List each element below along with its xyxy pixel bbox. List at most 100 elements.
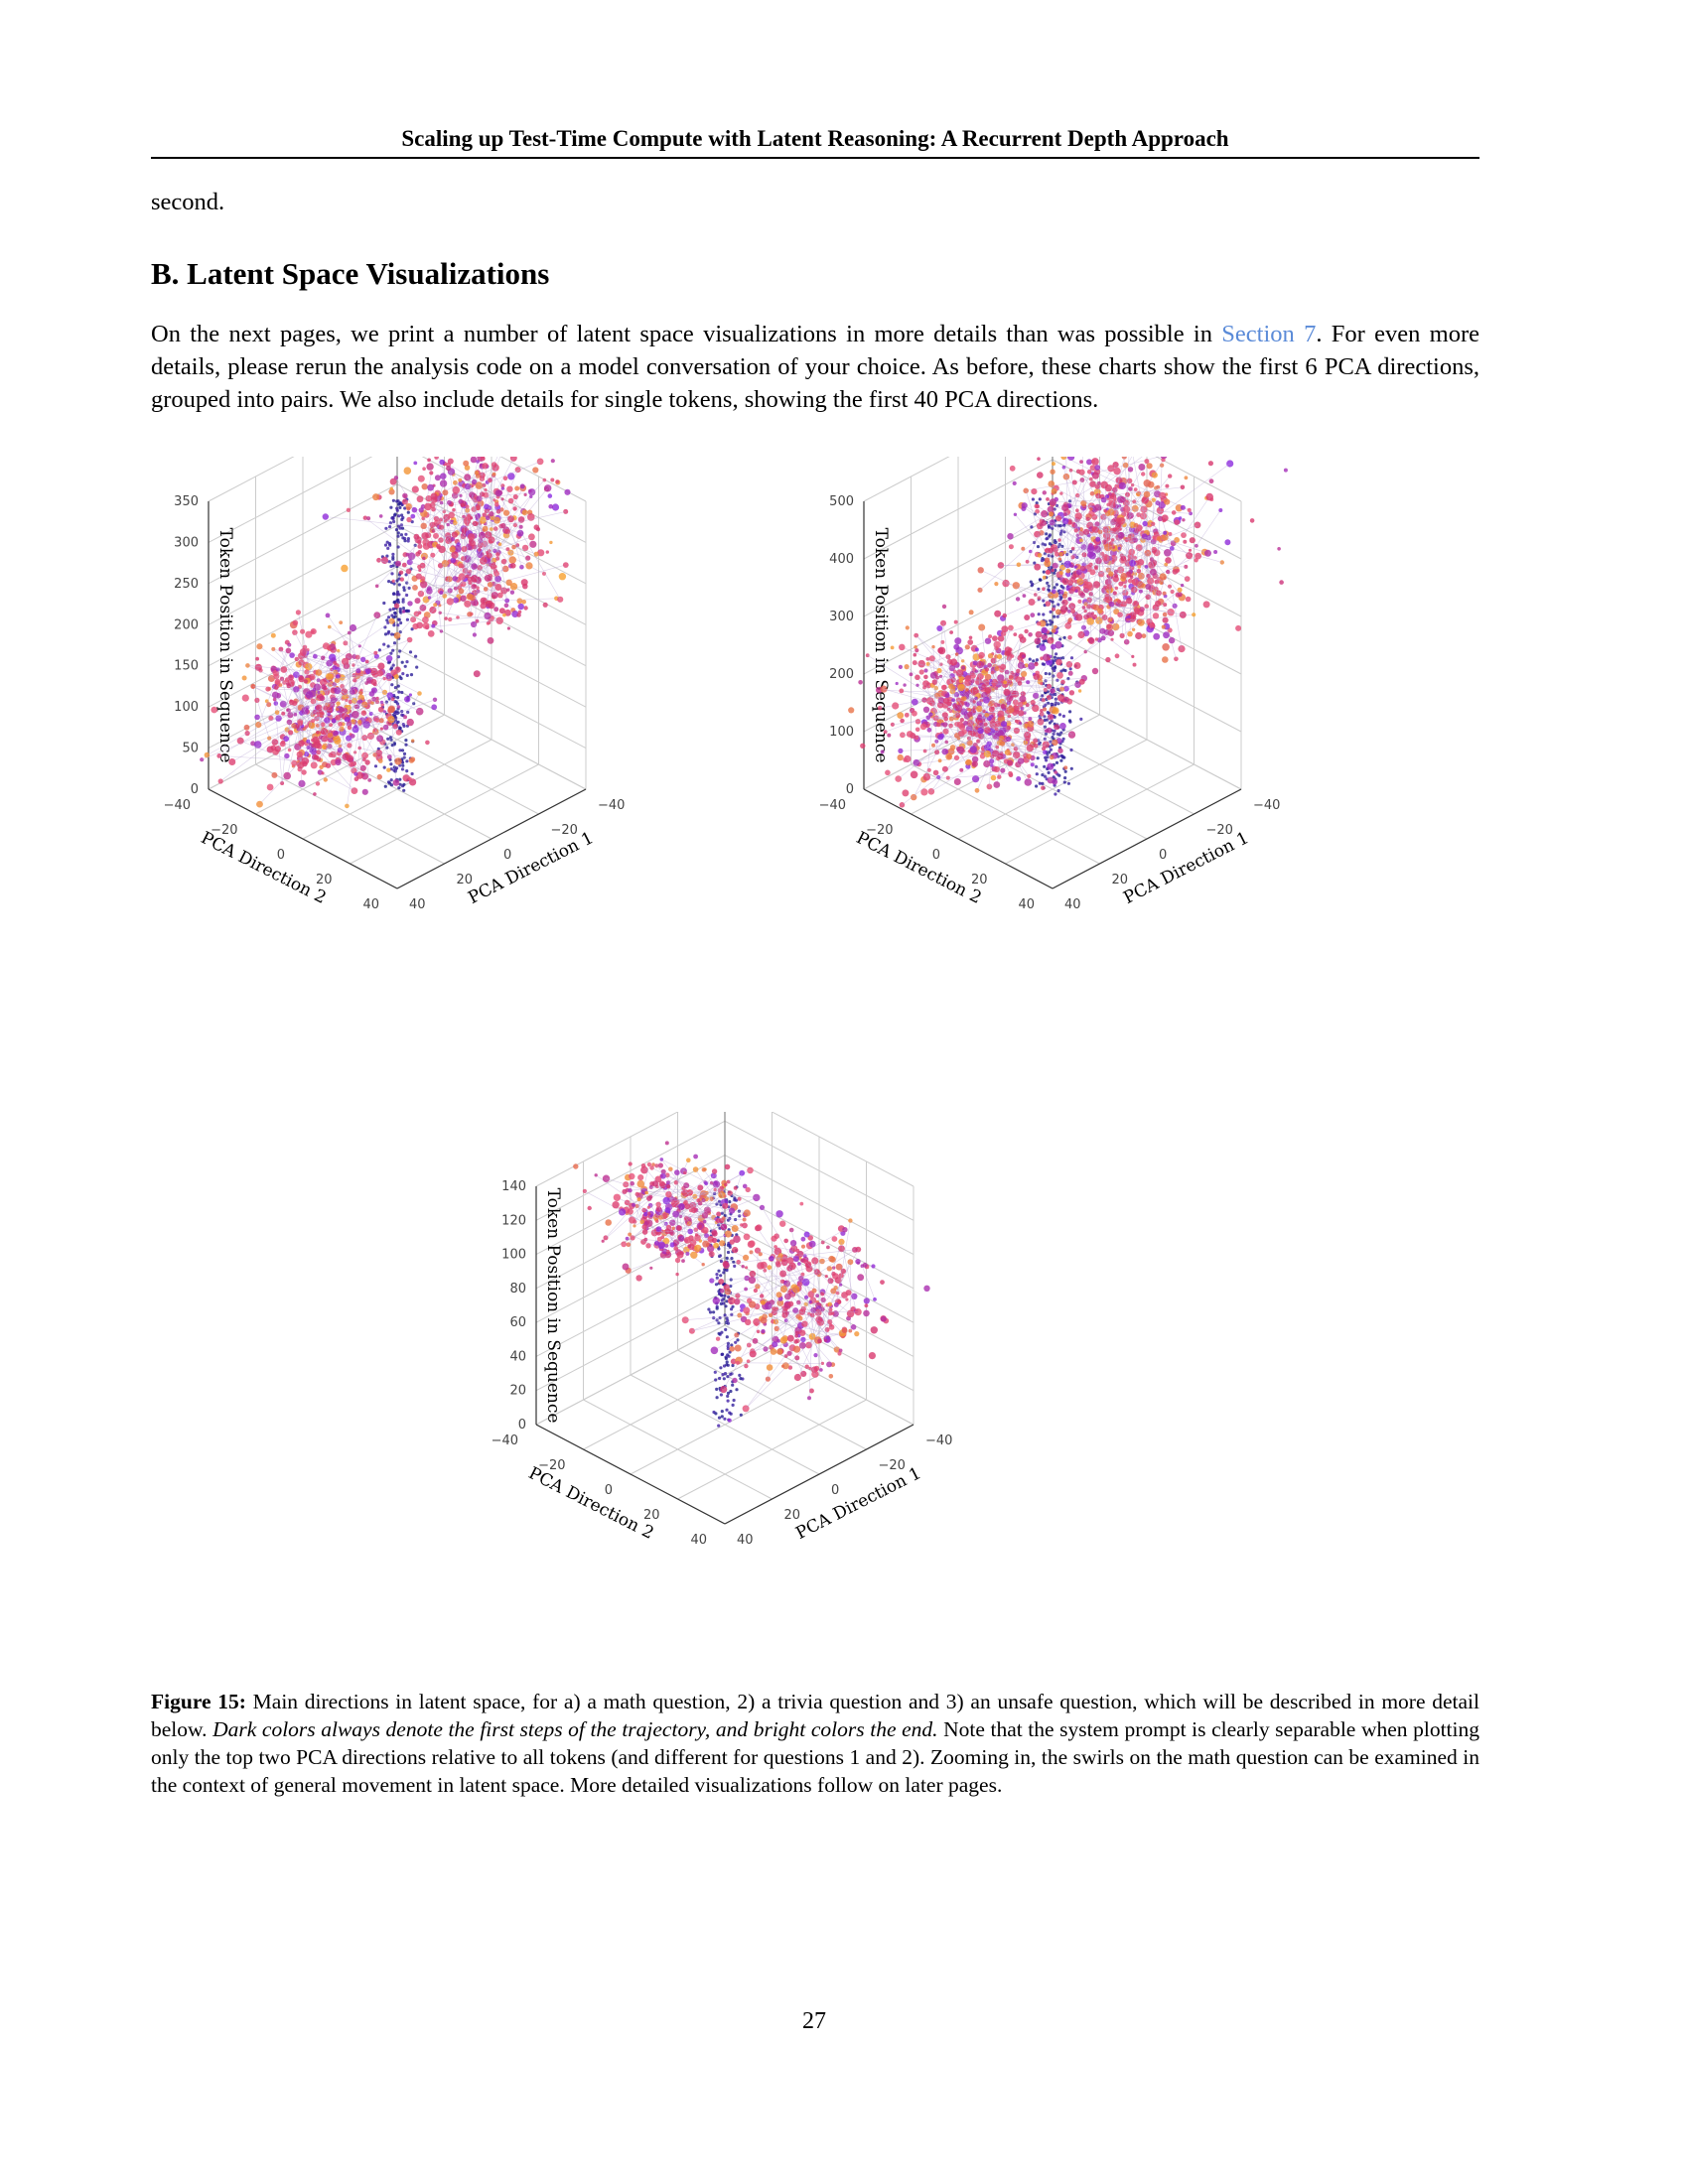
- data-point: [319, 764, 324, 769]
- data-point: [948, 723, 953, 729]
- data-point: [646, 1211, 651, 1216]
- data-point: [394, 528, 399, 532]
- trajectory-segment: [1016, 585, 1025, 597]
- data-point: [730, 1257, 734, 1261]
- z-tick-label: 20: [509, 1384, 526, 1399]
- data-point: [717, 1269, 721, 1273]
- data-point: [398, 777, 402, 781]
- data-point: [488, 478, 492, 483]
- data-point: [1061, 578, 1069, 586]
- data-point: [1038, 781, 1042, 785]
- data-point: [564, 488, 571, 495]
- data-point: [406, 539, 410, 543]
- z-tick-label: 300: [829, 610, 854, 624]
- data-point: [719, 1301, 723, 1305]
- data-point: [410, 627, 414, 631]
- data-point: [426, 463, 434, 471]
- trajectory-segment: [784, 1243, 794, 1312]
- trajectory-segment: [642, 1165, 711, 1249]
- trajectory-segment: [388, 676, 397, 783]
- data-point: [1087, 636, 1094, 643]
- trajectory-segment: [606, 1177, 686, 1203]
- data-point: [997, 654, 1003, 659]
- data-point: [1180, 504, 1186, 510]
- data-point: [1041, 781, 1045, 785]
- data-point: [984, 667, 990, 672]
- data-point: [983, 759, 991, 768]
- section-link[interactable]: Section 7: [1221, 321, 1317, 347]
- data-point: [391, 557, 395, 561]
- data-point: [1166, 569, 1171, 575]
- data-point: [1019, 636, 1027, 643]
- data-point: [487, 582, 493, 588]
- data-point: [1054, 568, 1057, 573]
- data-point: [982, 696, 990, 704]
- data-point: [994, 727, 999, 731]
- data-point: [909, 672, 914, 677]
- data-point: [1069, 748, 1073, 752]
- data-point: [415, 665, 419, 669]
- data-point: [255, 722, 262, 729]
- data-point: [1174, 537, 1180, 543]
- data-point: [266, 702, 272, 708]
- data-point: [1012, 711, 1018, 717]
- data-point: [392, 519, 396, 524]
- data-point: [254, 663, 262, 671]
- data-point: [392, 623, 396, 627]
- data-point: [309, 689, 317, 698]
- data-point: [691, 1207, 697, 1214]
- grid-line: [957, 739, 1148, 840]
- data-point: [1079, 717, 1083, 721]
- data-point: [393, 603, 400, 609]
- data-point: [1127, 467, 1134, 473]
- data-point: [1146, 463, 1153, 470]
- data-point: [725, 1256, 729, 1260]
- data-point: [1030, 584, 1034, 588]
- data-point: [533, 551, 539, 557]
- data-point: [548, 503, 553, 509]
- data-point: [495, 552, 500, 557]
- data-point: [1037, 621, 1042, 626]
- data-point: [421, 532, 429, 540]
- data-point: [880, 685, 888, 693]
- data-point: [442, 489, 449, 496]
- data-point: [898, 664, 903, 669]
- data-point: [533, 524, 540, 530]
- data-point: [558, 573, 567, 581]
- data-point: [1032, 704, 1040, 713]
- y-tick-label: −20: [538, 1458, 565, 1473]
- data-points: [573, 1141, 930, 1428]
- data-point: [334, 687, 342, 695]
- data-point: [749, 1300, 757, 1308]
- data-point: [391, 607, 395, 611]
- data-point: [1069, 656, 1074, 660]
- data-point: [735, 1388, 739, 1392]
- data-point: [1277, 547, 1281, 551]
- z-tick-label: 200: [174, 617, 199, 632]
- data-point: [742, 1217, 747, 1222]
- data-point: [545, 550, 549, 554]
- trajectory-segment: [651, 1167, 726, 1207]
- data-point: [471, 584, 477, 590]
- data-point: [271, 691, 279, 699]
- trajectory-segment: [762, 1207, 820, 1307]
- trajectory-segment: [665, 1214, 712, 1240]
- data-point: [899, 643, 906, 651]
- data-point: [828, 1374, 834, 1379]
- data-point: [1060, 544, 1064, 548]
- data-point: [1032, 659, 1036, 663]
- data-point: [657, 1162, 663, 1168]
- data-point: [321, 771, 325, 775]
- data-point: [1052, 562, 1058, 569]
- data-point: [727, 1190, 733, 1196]
- trajectory-segment: [1132, 457, 1156, 577]
- data-point: [313, 683, 322, 691]
- data-point: [720, 1330, 724, 1334]
- data-point: [601, 1239, 605, 1243]
- data-point: [770, 1348, 777, 1355]
- data-point: [477, 548, 482, 552]
- data-point: [940, 684, 947, 691]
- data-point: [487, 636, 494, 644]
- data-point: [936, 625, 943, 631]
- trajectory-segment: [1080, 601, 1120, 635]
